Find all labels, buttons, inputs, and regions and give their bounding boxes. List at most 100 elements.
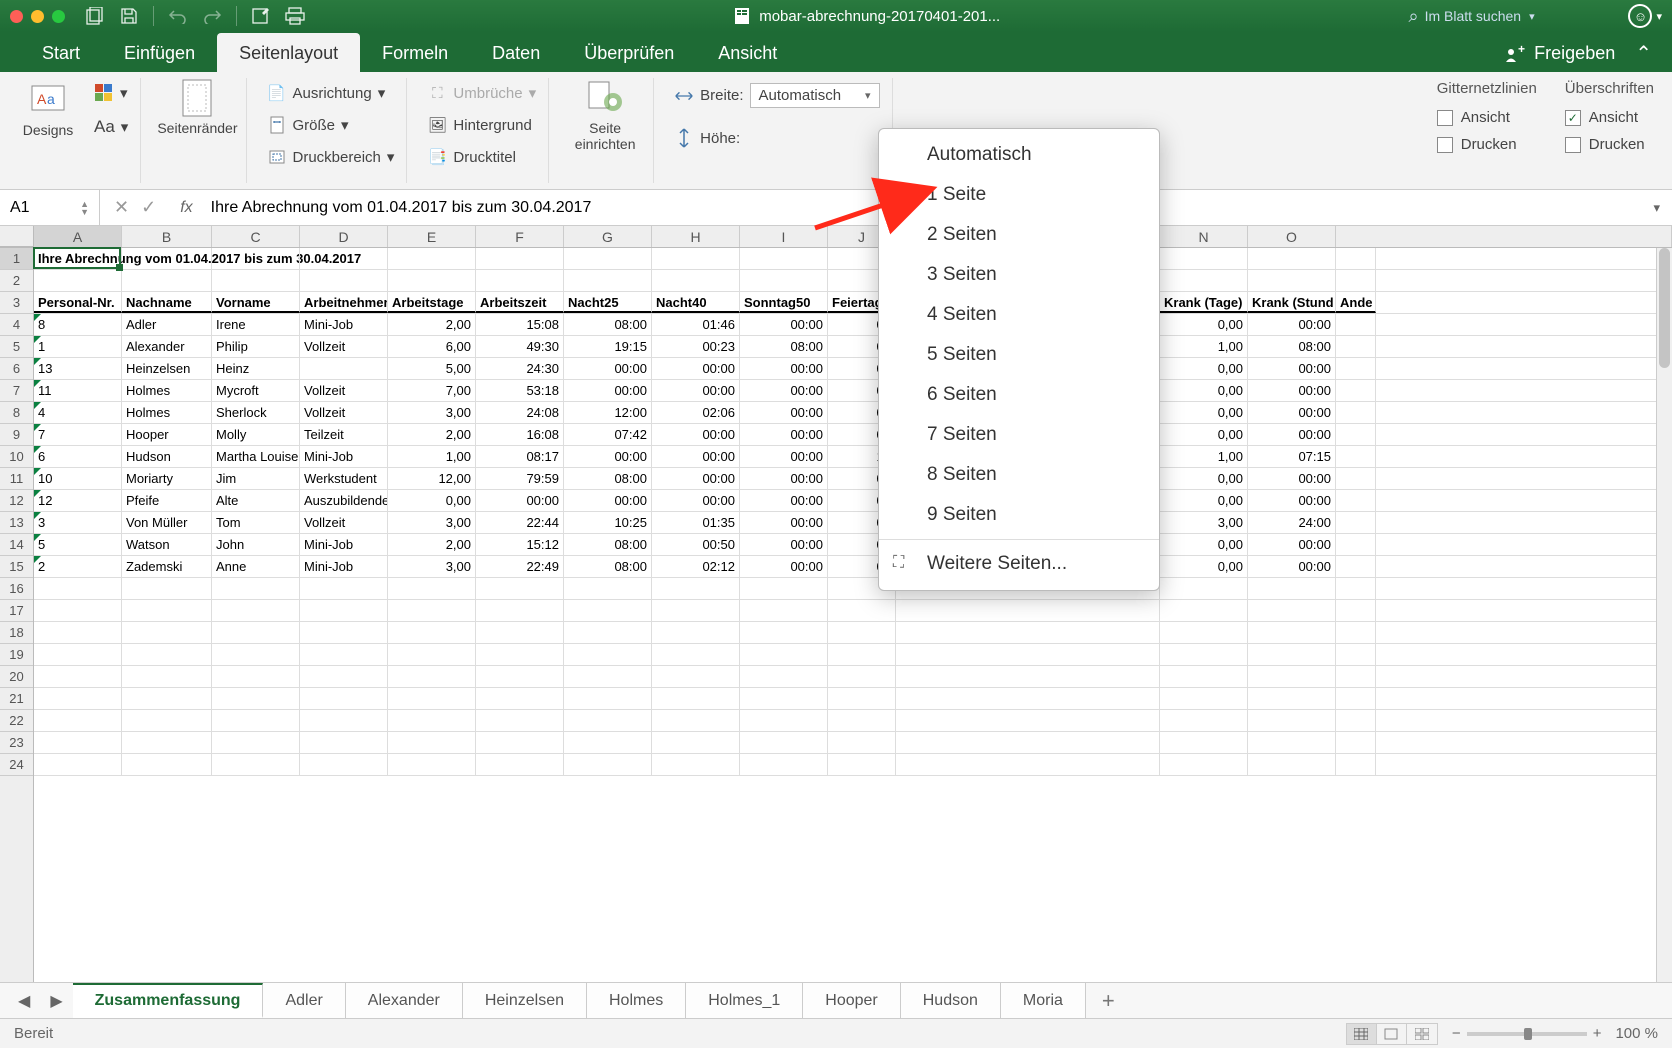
cell[interactable] [388,248,476,269]
cell[interactable]: Sherlock [212,402,300,423]
cell[interactable] [1336,644,1376,665]
cell[interactable] [300,644,388,665]
cell[interactable]: 22:44 [476,512,564,533]
cell[interactable] [122,622,212,643]
cell[interactable] [1248,248,1336,269]
cell[interactable]: 00:00 [564,358,652,379]
cell[interactable] [476,644,564,665]
cell[interactable] [122,270,212,291]
cell[interactable] [212,644,300,665]
cell[interactable] [300,688,388,709]
search-box[interactable]: Im Blatt suchen ▾ [1408,6,1608,27]
cell[interactable] [828,644,896,665]
cell[interactable] [388,732,476,753]
cell[interactable] [1160,600,1248,621]
cell[interactable]: 12,00 [388,468,476,489]
cell[interactable] [34,732,122,753]
row-header[interactable]: 14 [0,534,33,556]
sheet-tab[interactable]: Zusammenfassung [73,983,264,1018]
column-header[interactable]: N [1160,226,1248,247]
cell[interactable]: Nacht25 [564,292,652,313]
cell[interactable]: Ande [1336,292,1376,313]
dropdown-item[interactable]: 6 Seiten [879,375,1159,415]
cell[interactable] [1336,512,1376,533]
add-sheet-button[interactable]: + [1086,988,1131,1014]
save-icon[interactable] [119,6,139,26]
cell[interactable] [564,248,652,269]
cell[interactable]: 0,00 [1160,490,1248,511]
cell[interactable] [388,622,476,643]
maximize-window-button[interactable] [52,10,65,23]
ribbon-tab-ansicht[interactable]: Ansicht [696,33,799,72]
cell[interactable] [476,270,564,291]
cell[interactable] [652,622,740,643]
margins-button[interactable]: Seitenränder [157,80,237,136]
cell[interactable]: 3,00 [388,556,476,577]
cell[interactable]: 1,00 [388,446,476,467]
cell[interactable] [1160,754,1248,775]
cell[interactable]: 00:00 [740,402,828,423]
column-header[interactable]: B [122,226,212,247]
prev-sheet-button[interactable]: ◀ [8,991,40,1011]
cell[interactable]: Krank (Stund [1248,292,1336,313]
cell[interactable] [388,688,476,709]
cell[interactable]: Werkstudent [300,468,388,489]
cell[interactable]: 00:00 [652,468,740,489]
sheet-tab[interactable]: Heinzelsen [463,983,587,1018]
cell[interactable] [476,600,564,621]
cell[interactable] [1336,600,1376,621]
cell[interactable] [300,600,388,621]
cell[interactable] [34,710,122,731]
undo-icon[interactable] [168,6,188,26]
cell[interactable] [476,622,564,643]
row-header[interactable]: 15 [0,556,33,578]
cell[interactable] [476,578,564,599]
cell[interactable]: 79:59 [476,468,564,489]
breaks-button[interactable]: ⛶Umbrüche ▾ [423,80,540,106]
ribbon-tab-formeln[interactable]: Formeln [360,33,470,72]
print-area-button[interactable]: Druckbereich ▾ [263,144,399,170]
accept-formula-icon[interactable]: ✓ [141,197,156,218]
cell[interactable] [300,270,388,291]
feedback-icon[interactable]: ☺ [1628,4,1652,28]
cell[interactable]: 00:00 [476,490,564,511]
cell[interactable] [740,644,828,665]
cell[interactable] [1160,270,1248,291]
cell[interactable] [212,666,300,687]
cell[interactable] [212,688,300,709]
cell[interactable]: Jim [212,468,300,489]
sheet-tab[interactable]: Alexander [346,983,463,1018]
cell[interactable] [1248,732,1336,753]
dropdown-item[interactable]: 2 Seiten [879,215,1159,255]
cell[interactable]: 24:30 [476,358,564,379]
cell[interactable] [740,578,828,599]
cell[interactable]: 49:30 [476,336,564,357]
redo-icon[interactable] [202,6,222,26]
cell[interactable]: Auszubildende [300,490,388,511]
cell[interactable]: 3,00 [388,512,476,533]
cell[interactable]: Zademski [122,556,212,577]
cell[interactable] [1336,710,1376,731]
cell[interactable]: Heinz [212,358,300,379]
cell[interactable] [1248,600,1336,621]
cell[interactable] [34,600,122,621]
cell[interactable] [212,270,300,291]
cell[interactable] [652,270,740,291]
cell[interactable] [652,248,740,269]
cell[interactable] [122,600,212,621]
cell[interactable] [740,710,828,731]
cell[interactable]: 0,00 [388,490,476,511]
cell[interactable] [122,732,212,753]
cell[interactable] [476,688,564,709]
cell[interactable]: 0,00 [1160,358,1248,379]
cell[interactable] [300,578,388,599]
row-header[interactable]: 1 [0,248,33,270]
cell[interactable] [564,666,652,687]
row-header[interactable]: 19 [0,644,33,666]
cell[interactable]: 3,00 [1160,512,1248,533]
sheet-tab[interactable]: Holmes_1 [686,983,803,1018]
cell[interactable]: Krank (Tage) [1160,292,1248,313]
cell[interactable]: 00:00 [1248,556,1336,577]
cell[interactable]: 10:25 [564,512,652,533]
cell[interactable] [212,754,300,775]
